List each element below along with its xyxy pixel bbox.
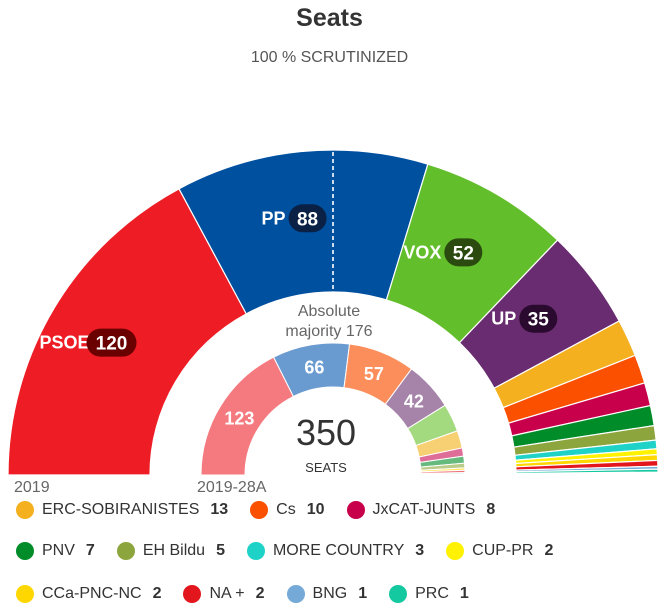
legend-item-cca-pnc-nc: CCa-PNC-NC 2 <box>16 585 161 603</box>
legend-swatch <box>16 501 34 519</box>
seat-badge-up: 35 <box>519 304 558 333</box>
legend-row: PNV 7 EH Bildu 5 MORE COUNTRY 3 CUP-PR 2 <box>16 539 575 563</box>
legend-seat-count: 1 <box>358 585 368 602</box>
chart-subtitle: 100 % SCRUTINIZED <box>250 49 409 66</box>
party-label-vox: VOX <box>403 242 441 262</box>
outer-seat-arc-prc <box>515 468 659 474</box>
legend-party-name: BNG <box>312 585 348 602</box>
legend-seat-count: 2 <box>255 585 265 602</box>
inner-seat-arc-compromis <box>420 473 466 476</box>
legend-item-cs: Cs 10 <box>250 501 325 519</box>
legend-swatch <box>346 501 365 519</box>
legend-item-pnv: PNV 7 <box>16 542 95 560</box>
legend-seat-count: 2 <box>544 542 554 559</box>
majority-label-line2: majority 176 <box>285 323 372 340</box>
legend-item-cup-pr: CUP-PR 2 <box>446 542 553 560</box>
legend-seat-count: 1 <box>459 585 469 602</box>
seat-badge-pp: 88 <box>288 204 327 233</box>
legend-party-name: Cs <box>276 501 296 518</box>
legend-row: CCa-PNC-NC 2 NA + 2 BNG 1 PRC 1 <box>16 582 491 606</box>
svg-text:120: 120 <box>96 334 128 355</box>
legend-swatch <box>250 501 269 519</box>
party-label-up: UP <box>491 309 516 329</box>
majority-label-line1: Absolute <box>298 303 360 320</box>
total-seats-caption: SEATS <box>305 460 347 475</box>
legend-item-erc-sobiranistes: ERC-SOBIRANISTES 13 <box>16 501 228 519</box>
outer-labels: PSOE 120 PP 88 VOX 52 UP 35 <box>39 204 558 357</box>
legend-seat-count: 7 <box>85 542 95 559</box>
legend-swatch <box>183 585 202 603</box>
inner-seat-value-up: 42 <box>404 391 424 411</box>
legend-seat-count: 3 <box>415 542 425 559</box>
legend-swatch <box>16 542 34 560</box>
legend-party-name: CUP-PR <box>472 542 534 559</box>
inner-seat-value-psoe: 123 <box>224 408 254 428</box>
legend-party-name: PRC <box>415 585 449 602</box>
seat-badge-vox: 52 <box>444 238 483 267</box>
party-label-psoe: PSOE <box>39 333 89 353</box>
outer-ring <box>7 149 659 476</box>
legend-party-name: MORE COUNTRY <box>272 542 405 559</box>
chart-title: Seats <box>296 4 363 32</box>
svg-text:52: 52 <box>453 243 474 264</box>
legend-party-name: EH Bildu <box>142 542 206 559</box>
legend-seat-count: 13 <box>210 501 229 518</box>
legend-swatch <box>446 542 465 560</box>
legend-party-name: NA + <box>209 585 245 602</box>
inner-seat-value-cs: 57 <box>364 364 384 384</box>
legend-item-more-country: MORE COUNTRY 3 <box>246 542 425 560</box>
legend-seat-count: 2 <box>152 585 162 602</box>
legend-swatch <box>116 542 135 560</box>
legend-party-name: CCa-PNC-NC <box>42 585 142 602</box>
legend-swatch <box>246 542 265 560</box>
svg-text:88: 88 <box>297 209 318 230</box>
inner-ring <box>200 342 466 476</box>
inner-ring-year: 2019-28A <box>197 479 267 496</box>
svg-text:35: 35 <box>528 310 550 331</box>
legend-row: ERC-SOBIRANISTES 13 Cs 10 JxCAT-JUNTS 8 <box>16 498 517 522</box>
legend-swatch <box>286 585 305 603</box>
total-seats: 350 <box>296 412 356 453</box>
legend-seat-count: 10 <box>306 501 325 518</box>
party-label-pp: PP <box>262 208 286 228</box>
legend-seat-count: 5 <box>216 542 225 559</box>
legend-swatch <box>16 585 34 603</box>
legend-item-eh-bildu: EH Bildu 5 <box>116 542 225 560</box>
legend-item-bng: BNG 1 <box>286 585 368 603</box>
legend-party-name: PNV <box>42 542 75 559</box>
legend-item-na: NA + 2 <box>183 585 265 603</box>
inner-seat-value-pp: 66 <box>304 358 324 378</box>
inner-labels: 123 66 57 42 <box>224 358 424 429</box>
legend-party-name: JxCAT-JUNTS <box>372 501 476 518</box>
outer-ring-year: 2019 <box>14 479 50 496</box>
legend-item-prc: PRC 1 <box>389 585 469 603</box>
legend-party-name: ERC-SOBIRANISTES <box>42 501 200 518</box>
legend-item-jxcat-junts: JxCAT-JUNTS 8 <box>346 501 496 519</box>
legend-swatch <box>389 585 408 603</box>
legend-seat-count: 8 <box>486 501 496 518</box>
seat-badge-psoe: 120 <box>86 328 137 357</box>
